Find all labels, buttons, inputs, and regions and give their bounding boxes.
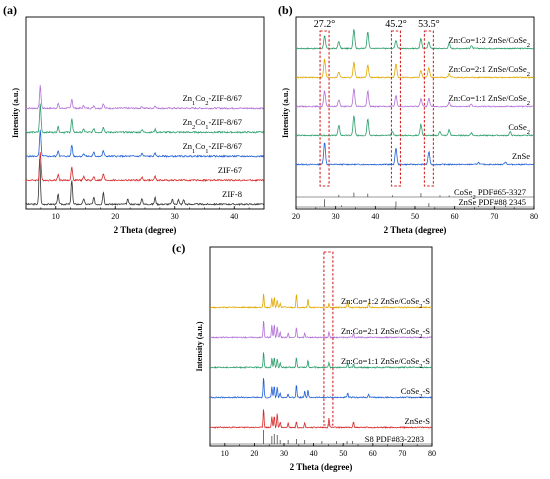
series-trace <box>209 409 433 429</box>
series-trace <box>25 103 265 134</box>
series-label: Zn1Co1-ZIF-8/67 <box>183 141 242 155</box>
x-axis-label: 2 Theta (degree) <box>290 462 353 472</box>
x-tick-label: 80 <box>428 449 436 458</box>
x-tick-label: 30 <box>171 212 179 221</box>
series-label: Zn:Co=1:2 ZnSe/CoSe2 <box>449 35 530 49</box>
series-trace <box>25 84 265 110</box>
highlight-box <box>323 251 334 426</box>
series-trace <box>295 29 535 50</box>
x-tick-label: 20 <box>292 212 300 221</box>
series-trace <box>295 142 535 166</box>
series-trace <box>209 378 433 399</box>
x-tick-label: 10 <box>221 449 229 458</box>
x-tick-label: 10 <box>52 212 60 221</box>
peak-annotation: 27.2° <box>314 19 336 30</box>
series-trace <box>25 159 265 206</box>
x-tick-label: 30 <box>280 449 288 458</box>
series-trace <box>295 58 535 79</box>
peak-annotation: 53.5° <box>418 19 440 30</box>
y-axis-label: Intensity (a.u.) <box>281 88 290 138</box>
plot-frame <box>209 246 433 447</box>
peak-annotation: 45.2° <box>385 19 407 30</box>
panel-b: (b) 20 30 40 50 60 70 80 2 Theta (degree) Intensi… <box>278 3 538 235</box>
plot-frame <box>295 16 535 210</box>
series-trace <box>209 352 433 369</box>
panel-label: (a) <box>3 3 17 17</box>
reference-pattern <box>324 199 506 207</box>
x-tick-label: 40 <box>310 449 318 458</box>
series-label: Zn2Co1-ZIF-8/67 <box>183 117 242 131</box>
series-label: Zn:Co=2:1 ZnSe/CoSe2 <box>449 64 530 78</box>
x-tick-label: 40 <box>230 212 238 221</box>
series-trace <box>209 320 433 339</box>
panel-label: (b) <box>278 3 293 17</box>
x-tick-label: 20 <box>250 449 258 458</box>
series-trace <box>25 152 265 183</box>
x-tick-label: 20 <box>111 212 119 221</box>
series-trace <box>295 115 535 137</box>
panel-label: (c) <box>172 241 185 255</box>
x-tick-label: 40 <box>371 212 379 221</box>
x-tick-label: 50 <box>411 212 419 221</box>
panel-a: (a) 10 20 30 40 2 Theta (degree) Intensity (a.… <box>3 3 265 235</box>
x-axis-label: 2 Theta (degree) <box>384 225 447 235</box>
y-axis-label: Intensity (a.u.) <box>11 88 20 138</box>
x-tick-label: 70 <box>398 449 406 458</box>
series-label: ZIF-67 <box>218 165 242 175</box>
x-tick-label: 50 <box>339 449 347 458</box>
series-trace <box>25 129 265 158</box>
x-tick-label: 60 <box>451 212 459 221</box>
y-axis-label: Intensity (a.u.) <box>195 321 204 371</box>
reference-label: ZnSe PDF#88 2345 <box>458 197 526 207</box>
series-trace <box>209 293 433 309</box>
x-tick-label: 70 <box>490 212 498 221</box>
x-tick-label: 60 <box>369 449 377 458</box>
highlight-box <box>390 30 402 187</box>
x-tick-label: 30 <box>332 212 340 221</box>
reference-label: S8 PDF#83-2283 <box>365 434 424 444</box>
highlight-box <box>319 30 330 187</box>
x-axis-label: 2 Theta (degree) <box>114 225 177 235</box>
reference-pattern <box>263 430 354 444</box>
series-label: ZIF-8 <box>222 189 242 199</box>
series-label: Zn:Co=1:1 ZnSe/CoSe2 <box>449 93 530 107</box>
panel-c: (c) 10 20 30 40 50 60 70 80 2 Theta (degree) Inten… <box>172 241 436 472</box>
reference-pattern <box>338 192 472 197</box>
series-label: ZnSe <box>512 151 530 161</box>
x-tick-label: 80 <box>530 212 538 221</box>
highlight-box <box>423 30 434 187</box>
series-label: CoSe2 <box>508 122 530 136</box>
series-trace <box>295 88 534 108</box>
series-label: ZnSe-S <box>405 416 431 426</box>
series-label: Zn1Co2-ZIF-8/67 <box>183 93 242 107</box>
